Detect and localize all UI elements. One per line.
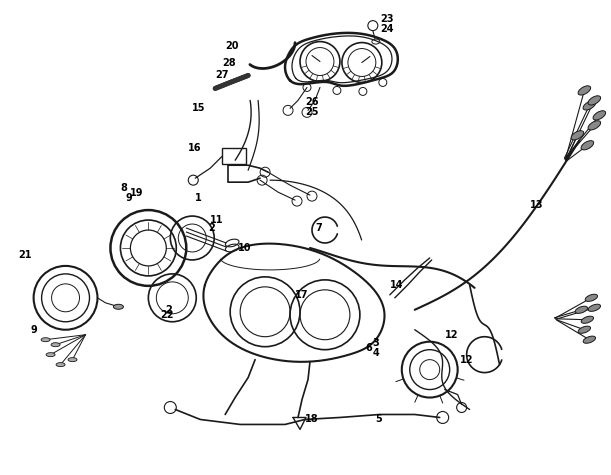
Text: 6: 6 [366, 342, 373, 352]
Ellipse shape [41, 338, 50, 342]
Text: 9: 9 [31, 325, 37, 335]
Text: 22: 22 [160, 310, 174, 320]
Ellipse shape [114, 304, 123, 309]
Text: 23: 23 [380, 14, 393, 24]
Text: 11: 11 [210, 215, 224, 225]
Text: 10: 10 [238, 243, 252, 253]
Ellipse shape [578, 326, 591, 333]
Text: 5: 5 [375, 415, 382, 425]
Text: 2: 2 [208, 223, 215, 233]
Ellipse shape [588, 96, 601, 105]
Ellipse shape [68, 358, 77, 361]
Text: 8: 8 [120, 183, 127, 193]
Text: 13: 13 [530, 200, 543, 210]
Ellipse shape [51, 342, 60, 347]
Ellipse shape [588, 304, 601, 312]
Text: 9: 9 [125, 193, 132, 203]
Ellipse shape [583, 101, 596, 110]
Text: 21: 21 [19, 250, 32, 260]
Text: 15: 15 [192, 104, 206, 114]
Text: 19: 19 [130, 188, 144, 198]
Text: 12: 12 [445, 330, 458, 340]
Ellipse shape [588, 121, 601, 130]
Ellipse shape [578, 86, 591, 95]
Ellipse shape [583, 336, 596, 343]
Ellipse shape [581, 316, 593, 323]
Text: 4: 4 [373, 348, 379, 358]
Text: 17: 17 [295, 290, 309, 300]
Ellipse shape [585, 294, 598, 302]
Ellipse shape [575, 306, 588, 314]
Text: 18: 18 [305, 415, 318, 425]
Ellipse shape [571, 131, 584, 140]
Text: 28: 28 [222, 57, 236, 67]
Text: 2: 2 [166, 305, 172, 315]
Text: 26: 26 [305, 97, 318, 107]
Text: 24: 24 [380, 24, 393, 34]
Ellipse shape [581, 141, 594, 150]
Text: 1: 1 [196, 193, 202, 203]
Ellipse shape [56, 362, 65, 367]
Ellipse shape [46, 352, 55, 357]
Text: 12: 12 [459, 355, 473, 365]
Text: 16: 16 [188, 143, 202, 153]
Ellipse shape [593, 111, 606, 120]
Text: 25: 25 [305, 107, 318, 117]
Text: 3: 3 [373, 338, 379, 348]
Text: 14: 14 [390, 280, 403, 290]
Text: 7: 7 [315, 223, 322, 233]
Text: 20: 20 [225, 40, 239, 50]
Text: 27: 27 [215, 70, 229, 80]
